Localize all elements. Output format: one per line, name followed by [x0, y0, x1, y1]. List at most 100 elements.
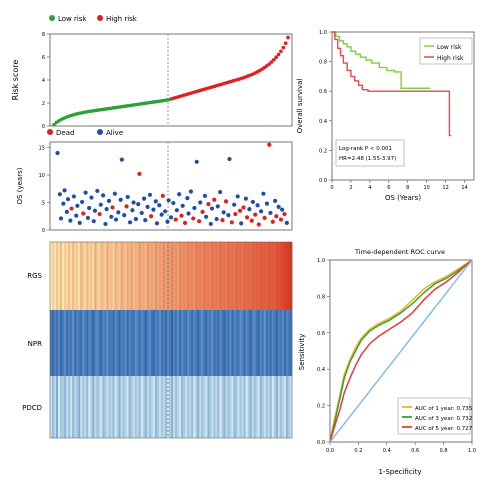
heatmap-cell [205, 242, 208, 310]
heatmap-cell [120, 242, 123, 310]
heatmap-cell [168, 376, 172, 438]
heatmap-cell [150, 376, 154, 438]
survival-status-point [97, 211, 102, 217]
heatmap-cell [225, 376, 228, 438]
heatmap-cell [80, 242, 83, 310]
survival-status-point [179, 213, 184, 218]
heatmap-cell [116, 376, 119, 438]
survival-status-point [229, 220, 234, 225]
heatmap-cell [265, 310, 269, 376]
heatmap-cell [54, 310, 57, 376]
heatmap-cell [247, 376, 250, 438]
risk-score-point [283, 41, 288, 45]
heatmap-cell [199, 242, 202, 310]
heatmap-cell [223, 310, 226, 376]
heatmap-cell [255, 376, 259, 438]
survival-status-point [249, 218, 254, 223]
survival-status-point [182, 220, 188, 225]
survival-status-point [64, 209, 69, 214]
risk-score-point [52, 122, 56, 127]
heatmap-cell [54, 376, 57, 438]
survival-status-point [145, 204, 150, 209]
heatmap-cell [118, 376, 121, 438]
heatmap-cell [116, 310, 119, 376]
survival-status-point [278, 217, 284, 222]
roc-ytick-label: 0.2 [317, 404, 325, 410]
heatmap-cell [76, 310, 79, 376]
heatmap-panel: RGS NPR PDCD [22, 241, 293, 439]
heatmap-cell [197, 310, 200, 376]
heatmap-row-label-1: RGS [27, 272, 42, 280]
survival-status-point [185, 196, 190, 201]
heatmap-cell [265, 242, 269, 310]
heatmap-cell [223, 242, 226, 310]
survival-status-point [159, 212, 164, 217]
heatmap-cell [227, 310, 230, 376]
heatmap-cell [197, 376, 200, 438]
heatmap-cell [58, 310, 61, 376]
survival-status-point [85, 215, 91, 220]
heatmap-cell [213, 310, 216, 376]
roc-xlabel: 1-Specificity [378, 468, 421, 476]
heatmap-cell [148, 242, 152, 310]
heatmap-cell [213, 376, 216, 438]
survival-status-point [89, 195, 94, 200]
heatmap-cell [128, 242, 131, 310]
heatmap-cell [94, 242, 97, 310]
roc-legend-box [397, 397, 471, 435]
heatmap-cell [104, 376, 107, 438]
heatmap-cell [177, 310, 180, 376]
risk-score-legend: Low risk High risk [49, 15, 138, 23]
survival-status-point [116, 210, 121, 215]
heatmap-cell [245, 242, 248, 310]
risk-score-point [286, 35, 290, 40]
heatmap-cell [271, 242, 275, 310]
heatmap-cell [221, 376, 224, 438]
heatmap-cell [132, 242, 135, 310]
survival-status-point [243, 196, 248, 201]
heatmap-cell [78, 310, 81, 376]
heatmap-cell [249, 242, 252, 310]
heatmap-cell [207, 242, 210, 310]
km-ytick-label: 0.8 [319, 60, 327, 66]
survival-status-point [130, 208, 135, 213]
heatmap-cell [177, 376, 180, 438]
survival-status-point [151, 207, 156, 212]
heatmap-cell [112, 242, 115, 310]
heatmap-cell [175, 376, 178, 438]
heatmap-cell [265, 376, 269, 438]
heatmap-cell [241, 376, 244, 438]
heatmap-cell [56, 242, 59, 310]
survival-status-point [188, 189, 193, 194]
survival-status-point [68, 218, 73, 223]
heatmap-cell [108, 310, 111, 376]
survival-status-point [92, 208, 98, 213]
survival-status-point [209, 206, 215, 211]
heatmap-cell [146, 376, 150, 438]
risk-ytick-label: 8 [42, 32, 45, 38]
risk-score-yticks: 0 2 4 6 8 [42, 32, 50, 130]
heatmap-cell [94, 310, 97, 376]
heatmap-cell [249, 376, 252, 438]
heatmap-cell [124, 376, 127, 438]
heatmap-cell [215, 310, 218, 376]
heatmap-cell [209, 310, 212, 376]
survival-status-point [113, 217, 119, 222]
heatmap-cell [106, 242, 109, 310]
heatmap-cell [175, 242, 178, 310]
heatmap-cell [253, 310, 256, 376]
heatmap-cell [215, 242, 218, 310]
heatmap-cell [142, 310, 146, 376]
heatmap-cell [187, 376, 190, 438]
km-curve-low-risk [332, 31, 431, 89]
heatmap-cell [259, 310, 263, 376]
heatmap-cell [168, 242, 172, 310]
survival-status-point [250, 199, 255, 205]
heatmap-cell [201, 310, 204, 376]
roc-ylabel: Sensitivity [298, 334, 306, 370]
heatmap-cell [134, 310, 138, 376]
roc-ytick-label: 0.0 [317, 440, 325, 446]
survival-status-point [235, 194, 240, 199]
heatmap-cell [130, 310, 133, 376]
